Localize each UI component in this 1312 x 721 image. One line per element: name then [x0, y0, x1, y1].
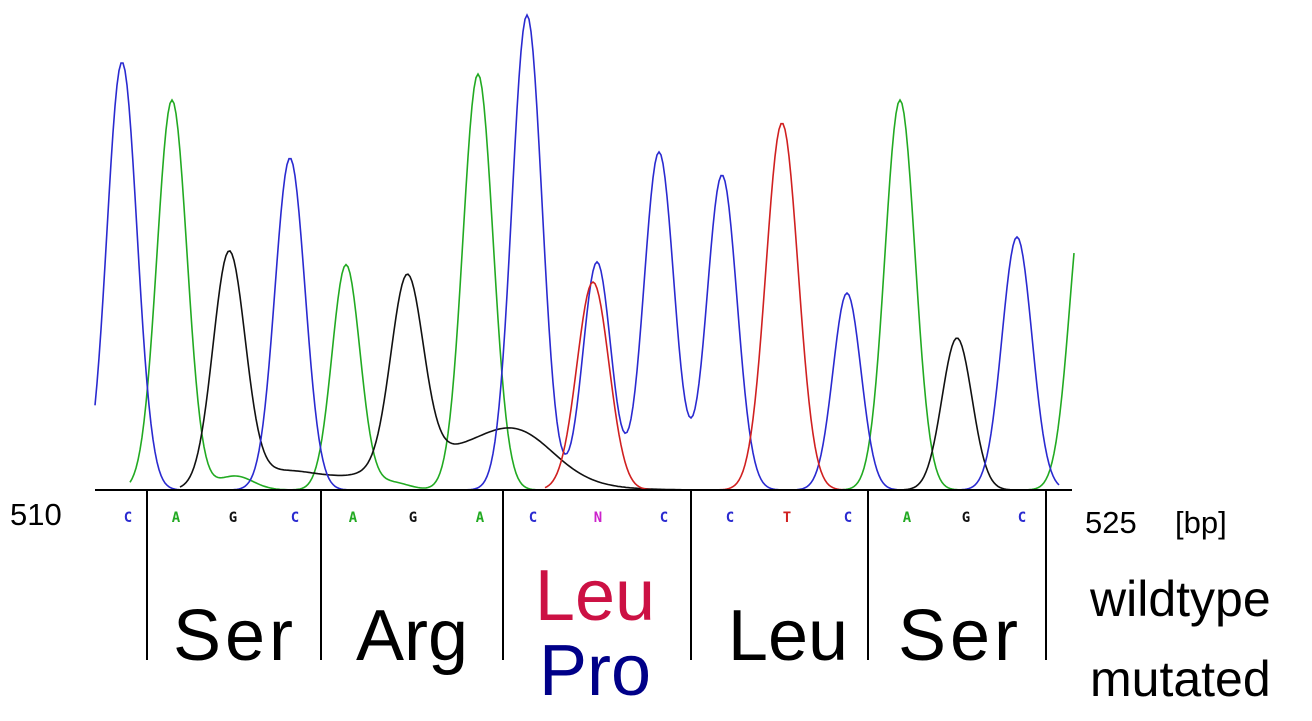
codon-divider	[690, 490, 692, 660]
codon-2-aa: Arg	[355, 596, 469, 676]
base-call-A: A	[171, 510, 181, 526]
trace-G	[179, 250, 1024, 491]
base-call-A: A	[475, 510, 485, 526]
base-call-C: C	[843, 510, 853, 526]
codon-5-aa: Ser	[897, 596, 1023, 676]
base-call-C: C	[725, 510, 735, 526]
base-call-A: A	[902, 510, 912, 526]
codon-3-mutated-aa: Pro	[538, 631, 652, 711]
base-call-G: G	[408, 510, 418, 526]
codon-divider	[146, 490, 148, 660]
codon-divider	[1045, 490, 1047, 660]
codon-divider	[502, 490, 504, 660]
codon-1-aa: Ser	[172, 596, 298, 676]
codon-3-wildtype-aa: Leu	[534, 556, 656, 636]
base-call-A: A	[348, 510, 358, 526]
base-call-T: T	[782, 510, 792, 526]
base-call-C: C	[659, 510, 669, 526]
axis-unit-label: [bp]	[1175, 505, 1227, 540]
base-call-C: C	[1017, 510, 1027, 526]
axis-end-label: 525	[1085, 505, 1137, 540]
codon-4-aa: Leu	[727, 596, 849, 676]
base-call-C: C	[290, 510, 300, 526]
base-call-C: C	[123, 510, 133, 526]
base-call-N: N	[593, 510, 603, 526]
base-call-C: C	[528, 510, 538, 526]
trace-A	[129, 72, 1075, 491]
base-call-G: G	[961, 510, 971, 526]
codon-divider	[320, 490, 322, 660]
baseline-axis	[95, 489, 1072, 491]
axis-start-label: 510	[10, 497, 62, 532]
legend-wildtype: wildtype	[1090, 571, 1271, 627]
trace-T	[544, 122, 869, 491]
base-call-G: G	[228, 510, 238, 526]
legend-mutated: mutated	[1090, 651, 1271, 707]
codon-divider	[867, 490, 869, 660]
